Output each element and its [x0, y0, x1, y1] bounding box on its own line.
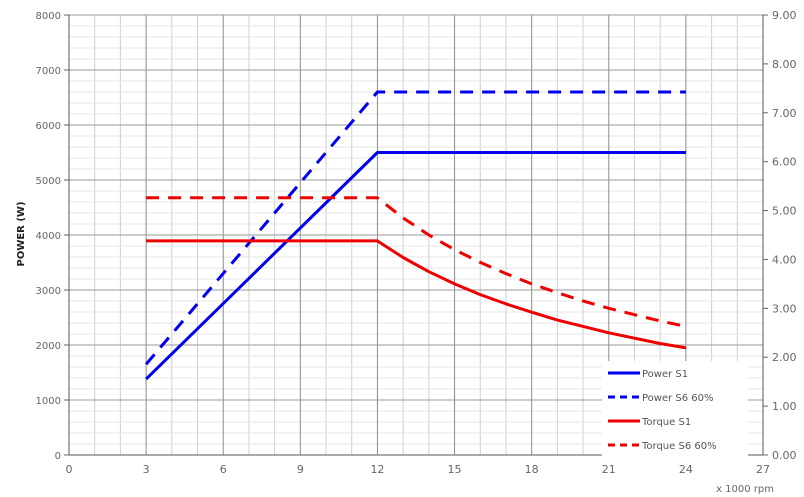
x-tick-label: 24	[679, 463, 693, 476]
x-tick-label: 21	[602, 463, 616, 476]
y-tick-label: 7000	[36, 66, 61, 77]
legend-label-1: Power S6 60%	[642, 393, 714, 404]
x-tick-label: 0	[66, 463, 73, 476]
series-line-1	[144, 90, 686, 366]
y-tick-label: 1000	[36, 396, 61, 407]
y-tick-label: 4000	[36, 231, 61, 242]
y-axis-label: POWER (W)	[16, 201, 27, 266]
series-line-3	[146, 196, 687, 328]
x-tick-label: 9	[297, 463, 304, 476]
y2-tick-label: 2.00	[772, 351, 797, 364]
x-tick-label: 6	[220, 463, 227, 476]
y-axis-right-ticks: 0.00 1.00 2.00 3.00 4.00 5.00 6.00 7.00 8.00 9.00	[763, 9, 797, 462]
y2-tick-label: 6.00	[772, 156, 797, 169]
y-tick-label: 3000	[36, 286, 61, 297]
x-tick-label: 27	[756, 463, 770, 476]
y-axis-left-ticks: 0 1000 2000 3000 4000 5000 6000 7000 8000	[36, 11, 69, 462]
y-tick-label: 8000	[36, 11, 61, 22]
legend-label-0: Power S1	[642, 369, 688, 380]
x-tick-label: 18	[525, 463, 539, 476]
series-line-2	[146, 239, 687, 350]
y-tick-label: 6000	[36, 121, 61, 132]
y2-tick-label: 8.00	[772, 58, 797, 71]
x-tick-label: 3	[143, 463, 150, 476]
y2-tick-label: 9.00	[772, 9, 797, 22]
y2-tick-label: 7.00	[772, 107, 797, 120]
y2-tick-label: 5.00	[772, 205, 797, 218]
x-tick-label: 12	[370, 463, 384, 476]
legend-label-3: Torque S6 60%	[641, 441, 717, 452]
x-axis-ticks: 0 3 6 9 12 15 18 21 24 27	[66, 463, 771, 476]
x-tick-label: 15	[448, 463, 462, 476]
series-line-0	[145, 151, 686, 381]
legend-label-2: Torque S1	[641, 417, 691, 428]
y-tick-label: 0	[55, 451, 61, 462]
legend: Power S1 Power S6 60% Torque S1 Torque S6 6…	[602, 361, 748, 457]
x-axis-unit-label: x 1000 rpm	[716, 484, 774, 495]
series-lines	[144, 90, 687, 381]
y-tick-label: 5000	[36, 176, 61, 187]
y2-tick-label: 1.00	[772, 400, 797, 413]
y2-tick-label: 4.00	[772, 253, 797, 266]
legend-background	[602, 361, 748, 457]
y2-tick-label: 3.00	[772, 302, 797, 315]
y-tick-label: 2000	[36, 341, 61, 352]
y2-tick-label: 0.00	[772, 449, 797, 462]
